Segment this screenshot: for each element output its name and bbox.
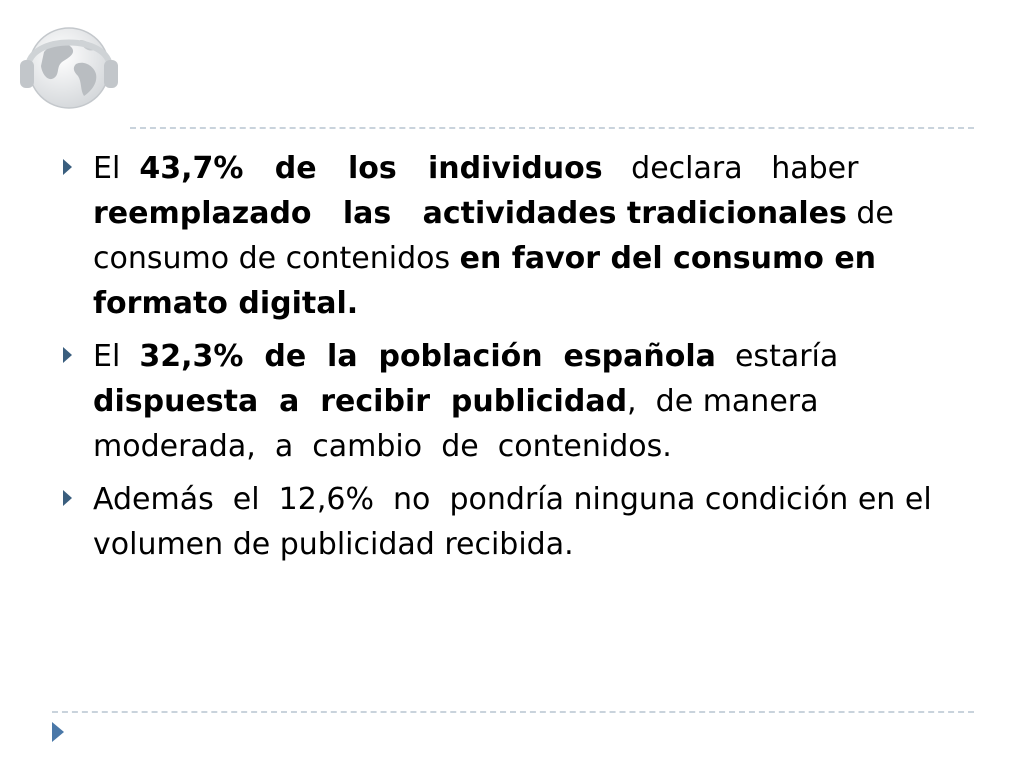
bold-text-segment: dispuesta a recibir publicidad (93, 384, 628, 419)
triangle-right-icon (63, 490, 72, 506)
bold-text-segment: reemplazado las actividades tradicionale… (93, 196, 847, 231)
bold-text-segment: 32,3% de la población española (139, 339, 716, 374)
text-segment: de consumo de contenidos (93, 196, 904, 276)
text-segment: El (93, 151, 140, 186)
text-segment: declara haber (602, 151, 868, 186)
header-divider (130, 127, 974, 129)
next-slide-arrow-icon[interactable] (52, 722, 64, 742)
text-segment: El (93, 339, 140, 374)
bullet-item: Además el 12,6% no pondría ninguna condi… (58, 477, 938, 567)
text-segment: estaría (715, 339, 848, 374)
bold-text-segment: 43,7% de los individuos (139, 151, 603, 186)
bullet-item: El 43,7% de los individuos declara haber… (58, 146, 938, 326)
triangle-right-icon (63, 347, 72, 363)
globe-headphones-icon (14, 12, 124, 122)
bold-text-segment: en favor del consumo en formato digital. (93, 241, 887, 321)
text-segment: Además el 12,6% no pondría ninguna condi… (93, 482, 942, 562)
bullet-item: El 32,3% de la población española estarí… (58, 334, 938, 469)
slide-body: El 43,7% de los individuos declara haber… (58, 146, 938, 575)
text-segment: , de manera moderada, a cambio de conten… (93, 384, 829, 464)
footer-divider (52, 711, 974, 713)
triangle-right-icon (63, 159, 72, 175)
